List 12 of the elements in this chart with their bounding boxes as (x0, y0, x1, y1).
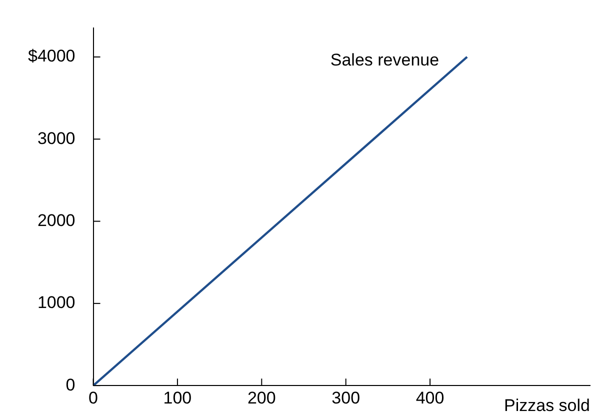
x-tick-label: 400 (416, 388, 444, 408)
x-tick-label: 200 (247, 388, 276, 408)
y-tick-label: 0 (66, 375, 76, 394)
y-tick-label: 3000 (37, 128, 76, 148)
y-tick-label: 1000 (37, 293, 76, 312)
x-tick-label: 100 (163, 388, 192, 408)
x-tick-label: 300 (332, 388, 360, 408)
y-tick-label: $4000 (28, 46, 76, 66)
x-axis-title: Pizzas sold (504, 396, 590, 415)
x-tick-label: 0 (88, 388, 98, 408)
y-tick-label: 2000 (37, 210, 76, 230)
series-label: Sales revenue (330, 50, 440, 70)
